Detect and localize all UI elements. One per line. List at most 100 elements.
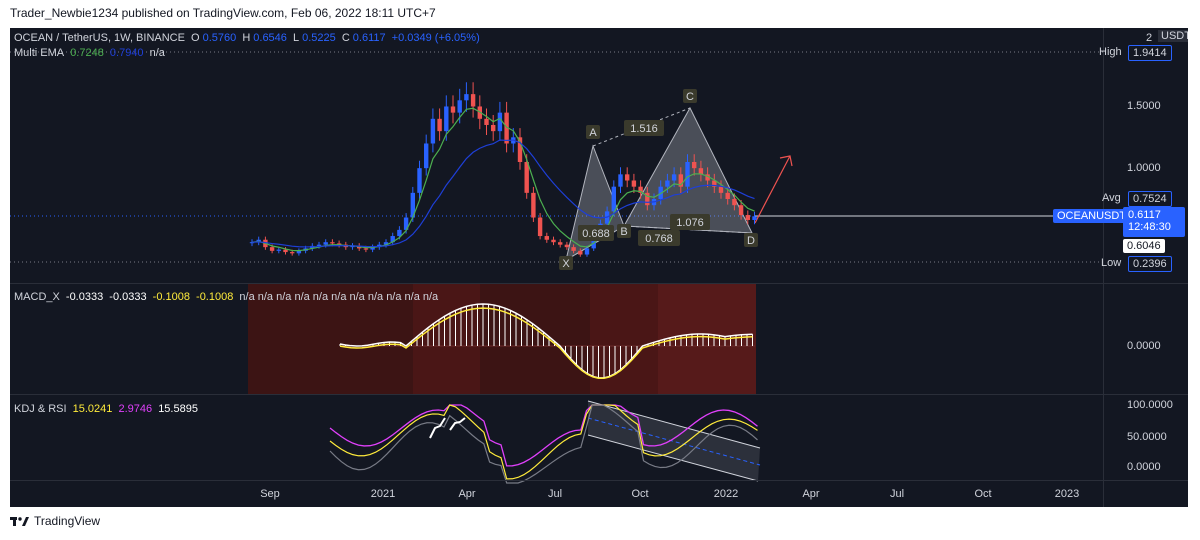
- publisher-line: Trader_Newbie1234 published on TradingVi…: [10, 6, 436, 20]
- candle-body: [618, 174, 623, 187]
- pattern-labels: X A B C D 1.516 0.688 0.768 1.076: [559, 89, 758, 270]
- candle-body: [403, 217, 409, 230]
- candle-body: [390, 236, 395, 243]
- macd-value-1: -0.0333: [65, 291, 104, 303]
- candle-body: [631, 180, 637, 187]
- candle-body: [625, 174, 630, 181]
- candle-body: [698, 168, 704, 175]
- ema-legend[interactable]: Multi EMA 0.7248 0.7940 n/a: [14, 47, 168, 59]
- candle-body: [491, 124, 496, 132]
- candle-body: [665, 180, 670, 187]
- candle-body: [705, 174, 710, 181]
- macd-legend[interactable]: MACD_X -0.0333 -0.0333 -0.1008 -0.1008 n…: [14, 291, 441, 303]
- ema-slow-line: [251, 139, 755, 248]
- candle-body: [712, 180, 717, 187]
- kdj-legend[interactable]: KDJ & RSI 15.0241 2.9746 15.5895: [14, 403, 201, 415]
- candle-body: [551, 239, 556, 243]
- candle-body: [417, 168, 422, 193]
- candle-body: [424, 143, 429, 169]
- ratio-label-4: 1.076: [676, 217, 704, 229]
- candle-body: [671, 174, 677, 181]
- high-tag-label: High: [1099, 46, 1122, 58]
- time-label-sep: Sep: [260, 488, 280, 500]
- candle-body: [645, 192, 650, 206]
- ema-fast-value: 0.7248: [70, 47, 104, 59]
- candle-body: [745, 215, 750, 220]
- rsi-channel-mid: [587, 417, 761, 466]
- candle-body: [638, 186, 643, 193]
- ema-fast-line: [251, 107, 755, 252]
- pane-separator-1[interactable]: [10, 283, 1188, 284]
- price-tick-1-5: 1.5000: [1127, 100, 1161, 112]
- candle-body: [430, 118, 436, 144]
- kdj-white-segment-1: [429, 417, 446, 439]
- rsi-channel-lower: [587, 434, 759, 482]
- macd-histogram: [339, 304, 753, 378]
- candle-body: [611, 186, 616, 212]
- candle-body: [276, 249, 281, 251]
- currency-label[interactable]: USDT: [1158, 30, 1188, 42]
- candle-body: [330, 242, 335, 244]
- candle-body: [564, 244, 570, 248]
- low-tag-value: 0.2396: [1128, 256, 1172, 272]
- pattern-point-x: X: [562, 258, 570, 270]
- candle-body: [537, 217, 543, 237]
- kdj-value-k: 15.0241: [72, 403, 113, 415]
- main-chart-canvas[interactable]: X A B C D 1.516 0.688 0.768 1.076: [10, 28, 1188, 507]
- candle-body: [578, 250, 583, 255]
- time-axis-separator: [10, 480, 1188, 481]
- rsi-channel-upper: [587, 400, 761, 449]
- candle-body: [269, 247, 275, 251]
- chart-frame[interactable]: X A B C D 1.516 0.688 0.768 1.076: [10, 28, 1188, 507]
- candle-body: [316, 244, 322, 246]
- pattern-xb-line: [565, 225, 625, 261]
- candle-body: [444, 106, 449, 132]
- candle-body: [524, 161, 529, 193]
- ratio-label-2: 0.688: [582, 228, 610, 240]
- candle-body: [544, 236, 549, 240]
- ratio-label-3: 0.768: [645, 233, 673, 245]
- kdj-value-j: 2.9746: [118, 403, 153, 415]
- time-label-apr: Apr: [458, 488, 476, 500]
- high-value: 0.6546: [253, 32, 287, 44]
- candle-body: [591, 236, 596, 249]
- kdj-label[interactable]: KDJ & RSI: [14, 403, 67, 415]
- ratio-label-1: 1.516: [630, 123, 658, 135]
- macd-line: [339, 303, 753, 379]
- candle-body: [470, 94, 476, 107]
- time-label-2022: 2022: [713, 488, 739, 500]
- candle-body: [504, 112, 509, 144]
- ema-slow-value: 0.7940: [109, 47, 144, 59]
- ticker-price-box: 0.6117 12:48:30: [1123, 207, 1185, 237]
- kdj-tick-100: 100.0000: [1127, 399, 1173, 411]
- macd-signal-line: [339, 307, 753, 379]
- candle-body: [725, 192, 730, 200]
- pattern-point-a: A: [589, 127, 597, 139]
- pane-separator-2[interactable]: [10, 394, 1188, 395]
- kdj-d-line: [329, 404, 758, 480]
- candle-body: [370, 247, 375, 250]
- low-value: 0.5225: [302, 32, 336, 44]
- price-tick-1: 1.0000: [1127, 162, 1161, 174]
- ema-label[interactable]: Multi EMA: [14, 47, 65, 59]
- candle-body: [290, 252, 295, 254]
- kdj-k-line: [329, 404, 758, 484]
- macd-na-values: n/a n/a n/a n/a n/a n/a n/a n/a n/a n/a …: [239, 291, 439, 303]
- kdj-j-line: [329, 404, 758, 467]
- macd-label[interactable]: MACD_X: [14, 291, 60, 303]
- footer-brand[interactable]: TradingView: [10, 514, 100, 528]
- candle-body: [678, 174, 683, 187]
- pattern-point-c: C: [686, 91, 694, 103]
- candle-body: [397, 229, 402, 237]
- symbol-title[interactable]: OCEAN / TetherUS, 1W, BINANCE: [14, 32, 185, 44]
- target-arrow: [754, 155, 791, 224]
- target-arrow-head: [779, 155, 793, 167]
- rsi-channel-fill: [588, 401, 760, 481]
- prev-close-tag: 0.6046: [1123, 239, 1165, 253]
- candle-body: [718, 186, 724, 193]
- time-label-oct-2022: Oct: [974, 488, 992, 500]
- candles-group: [249, 82, 757, 257]
- macd-tick-zero: 0.0000: [1127, 340, 1161, 352]
- candle-body: [692, 161, 697, 169]
